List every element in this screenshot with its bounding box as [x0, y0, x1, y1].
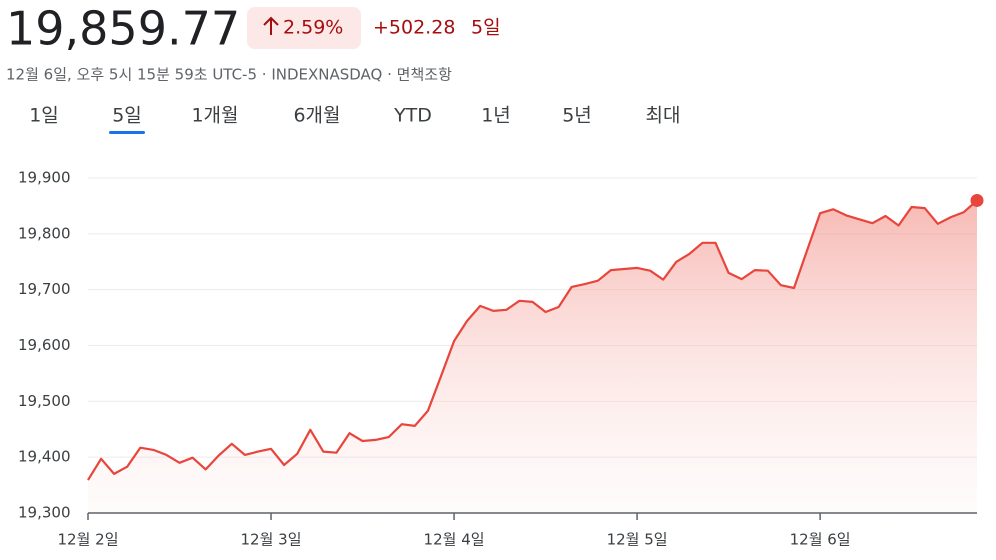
last-point	[970, 193, 984, 207]
y-tick-label: 19,900	[18, 169, 71, 187]
price-line	[87, 199, 978, 481]
x-tick-label: 12월 5일	[607, 531, 668, 549]
tab[interactable]: 5일	[112, 105, 142, 127]
change-period: 5일	[471, 17, 501, 39]
x-tick-label: 12월 3일	[241, 531, 302, 549]
tab[interactable]: 1개월	[191, 105, 238, 127]
change-percent: 2.59%	[283, 17, 343, 39]
tab[interactable]: 최대	[646, 105, 681, 127]
y-tick-label: 19,400	[18, 448, 71, 466]
up-arrow-icon	[263, 16, 279, 35]
tabs: 1일 5일 1개월 6개월 YTD 1년 5년 최대	[29, 105, 681, 134]
tab-underline	[109, 131, 145, 134]
tab[interactable]: 6개월	[293, 105, 340, 127]
y-tick-label: 19,600	[18, 336, 71, 354]
area-fill	[88, 200, 977, 513]
meta-line: 12월 6일, 오후 5시 15분 59초 UTC-5 · INDEXNASDA…	[6, 66, 452, 84]
plot: 19,300 19,400 19,500 19,600 19,700 19,800 19,9…	[18, 169, 984, 549]
x-tick-label: 12월 6일	[790, 531, 851, 549]
tab[interactable]: YTD	[393, 105, 432, 127]
y-tick-label: 19,500	[18, 392, 71, 410]
y-tick-label: 19,700	[18, 280, 71, 298]
price: 19,859.77	[6, 2, 240, 56]
change-value: +502.28	[373, 17, 455, 39]
tab[interactable]: 1일	[29, 105, 59, 127]
x-tick-label: 12월 4일	[424, 531, 485, 549]
tab[interactable]: 1년	[481, 105, 511, 127]
x-tick-label: 12월 2일	[58, 531, 119, 549]
tab[interactable]: 5년	[562, 105, 592, 127]
y-tick-label: 19,800	[18, 224, 71, 242]
change-badge	[247, 7, 361, 49]
y-tick-label: 19,300	[18, 504, 71, 522]
